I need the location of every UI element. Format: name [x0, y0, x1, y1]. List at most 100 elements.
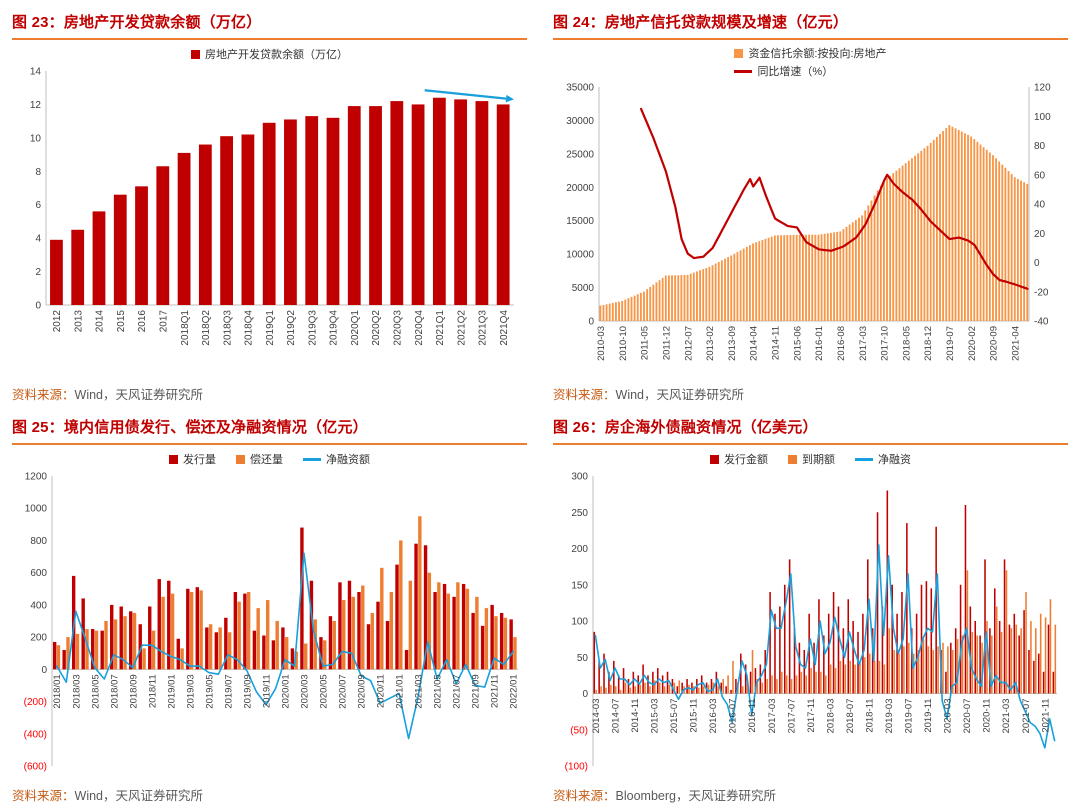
y-axis-tick-label: 15000 — [566, 216, 594, 227]
x-axis-tick-label: 2018Q2 — [201, 310, 212, 346]
bar-series — [56, 516, 517, 670]
x-axis-tick-label: 2020Q2 — [371, 310, 382, 346]
bar-series — [52, 527, 513, 670]
x-axis-tick-label: 2017-03 — [767, 699, 778, 734]
y-axis-tick-label: 4 — [35, 234, 41, 245]
x-axis-tick-label: 2020/11 — [376, 674, 387, 708]
bar-series — [599, 125, 1029, 321]
x-axis-tick-label: 2020/03 — [300, 674, 311, 708]
x-axis-tick-label: 2014-07 — [610, 699, 621, 734]
legend-label: 到期额 — [802, 454, 835, 466]
x-axis-tick-label: 2020/01 — [281, 674, 292, 708]
x-axis-tick-label: 2019/07 — [223, 674, 234, 708]
x-axis-tick-label: 2018-11 — [864, 699, 875, 733]
figure-panel-25: 图 25：境内信用债发行、偿还及净融资情况（亿元） 发行量 偿还量 净融资额 (60… — [12, 413, 527, 804]
x-axis-tick-label: 2012-07 — [683, 326, 694, 361]
y-axis-tick-label: 6 — [35, 200, 41, 211]
x-axis-tick-label: 2019-11 — [923, 699, 934, 733]
x-axis-tick-label: 2021/01 — [395, 674, 406, 708]
x-axis-tick-label: 2014 — [95, 310, 106, 333]
source-text: Bloomberg，天风证券研究所 — [615, 789, 776, 803]
x-axis-tick-label: 2013-02 — [705, 326, 716, 361]
x-axis-tick-label: 2017-11 — [806, 699, 817, 733]
x-axis-tick-label: 2015-07 — [669, 699, 680, 734]
trend-arrow-head — [505, 94, 514, 103]
legend-square-marker — [788, 454, 797, 464]
x-axis-tick-label: 2021/11 — [490, 674, 501, 708]
x-axis-tick-label: 2018/03 — [71, 674, 82, 708]
x-axis-tick-label: 2018/09 — [128, 674, 139, 708]
x-axis-tick-label: 2016-03 — [708, 699, 719, 734]
trend-arrow-shaft — [424, 89, 507, 100]
y-axis-tick-label: 10000 — [566, 250, 594, 261]
legend-item: 房地产开发贷款余额（万亿） — [191, 46, 348, 62]
y-axis-tick-label: (600) — [24, 762, 47, 773]
x-axis-tick-label: 2019Q1 — [265, 310, 276, 346]
y-axis-tick-label: 150 — [571, 580, 588, 591]
x-axis-tick-label: 2020Q3 — [393, 310, 404, 346]
x-axis-tick-label: 2013 — [73, 310, 84, 333]
figure-25-legend: 发行量 偿还量 净融资额 — [12, 445, 527, 468]
x-axis-tick-label: 2015-11 — [689, 699, 700, 733]
x-axis-tick-label: 2018Q4 — [244, 310, 255, 346]
x-axis-tick-label: 2022/01 — [509, 674, 520, 708]
x-axis-tick-label: 2018/01 — [52, 674, 63, 708]
legend-item: 到期额 — [788, 451, 835, 467]
figure-23-source-line: 资料来源：Wind，天风证券研究所 — [12, 379, 527, 403]
y2-axis-tick-label: 60 — [1034, 170, 1046, 181]
domestic-credit-bond-chart: (600) (400) (200) 0 200 400 600 800 1000 1200 2018… — [24, 472, 520, 773]
x-axis-tick-label: 2016-08 — [836, 326, 847, 361]
legend-line-marker — [855, 457, 873, 461]
x-axis-tick-label: 2019-07 — [945, 326, 956, 361]
x-axis-tick-label: 2016-07 — [728, 699, 739, 734]
x-axis-tick-label: 2019Q2 — [286, 310, 297, 346]
x-axis-tick-label: 2011-12 — [661, 326, 672, 360]
legend-item: 偿还量 — [236, 451, 283, 467]
x-axis-tick-label: 2021/09 — [471, 674, 482, 708]
x-axis-tick-label: 2019-07 — [904, 699, 915, 734]
figure-26-source-line: 资料来源：Bloomberg，天风证券研究所 — [553, 780, 1068, 804]
figure-24-legend: 资金信托余额:按投向:房地产同比增速（%） — [734, 40, 887, 79]
legend-item: 净融资 — [855, 451, 911, 467]
legend-line-marker — [303, 457, 321, 461]
figure-23-legend: 房地产开发贷款余额（万亿） — [12, 40, 527, 63]
legend-item: 资金信托余额:按投向:房地产 — [734, 45, 887, 61]
x-axis-tick-label: 2014-04 — [749, 326, 760, 361]
legend-square-marker — [710, 454, 719, 464]
x-axis-tick-label: 2021-11 — [1040, 699, 1051, 733]
x-axis-tick-label: 2020-03 — [943, 699, 954, 734]
x-axis-tick-label: 2019/03 — [185, 674, 196, 708]
x-axis-tick-label: 2021-07 — [1021, 699, 1032, 734]
x-axis-tick-label: 2021Q4 — [499, 310, 510, 346]
x-axis-tick-label: 2010-10 — [618, 326, 629, 361]
source-prefix: 资料来源： — [12, 789, 75, 803]
y-axis-tick-label: 30000 — [566, 116, 594, 127]
source-prefix: 资料来源： — [553, 789, 616, 803]
legend-square-marker — [236, 454, 245, 464]
overseas-bond-financing-chart: (100) (50) 0 50 100 150 200 250 300 2014-03 2014-0… — [565, 472, 1057, 773]
figure-panel-26: 图 26：房企海外债融资情况（亿美元） 发行金额 到期额 净融资 (100) (50)… — [553, 413, 1068, 804]
y-axis-tick-label: 1000 — [25, 504, 48, 515]
x-axis-tick-label: 2021-03 — [1001, 699, 1012, 734]
source-text: Wind，天风证券研究所 — [74, 388, 203, 402]
figure-panel-23: 图 23：房地产开发贷款余额（万亿） 房地产开发贷款余额（万亿） 0 2 4 6 8 10… — [12, 8, 527, 403]
y-axis-tick-label: 5000 — [572, 283, 595, 294]
legend-square-marker — [734, 48, 744, 58]
x-axis-tick-label: 2021Q3 — [478, 310, 489, 346]
y-axis-tick-label: 0 — [588, 317, 594, 328]
trust-loan-scale-growth-chart: 0 5000 10000 15000 20000 25000 30000 35000 -40 -2… — [566, 83, 1051, 361]
legend-item: 发行金额 — [710, 451, 768, 467]
line-series — [639, 107, 1029, 290]
legend-label: 资金信托余额:按投向:房地产 — [748, 48, 887, 60]
x-axis-tick-label: 2020-11 — [982, 699, 993, 733]
y-axis-tick-label: 0 — [582, 689, 588, 700]
x-axis-tick-label: 2018-03 — [825, 699, 836, 734]
figure-26-title: 图 26：房企海外债融资情况（亿美元） — [553, 413, 1068, 445]
figure-24-source-line: 资料来源：Wind，天风证券研究所 — [553, 379, 1068, 403]
y-axis-tick-label: 0 — [35, 301, 41, 312]
legend-label: 同比增速（%） — [757, 66, 834, 78]
x-axis-tick-label: 2021/03 — [414, 674, 425, 708]
x-axis-tick-label: 2018-07 — [845, 699, 856, 734]
y-axis-tick-label: 35000 — [566, 83, 594, 94]
y2-axis-tick-label: -20 — [1034, 287, 1049, 298]
